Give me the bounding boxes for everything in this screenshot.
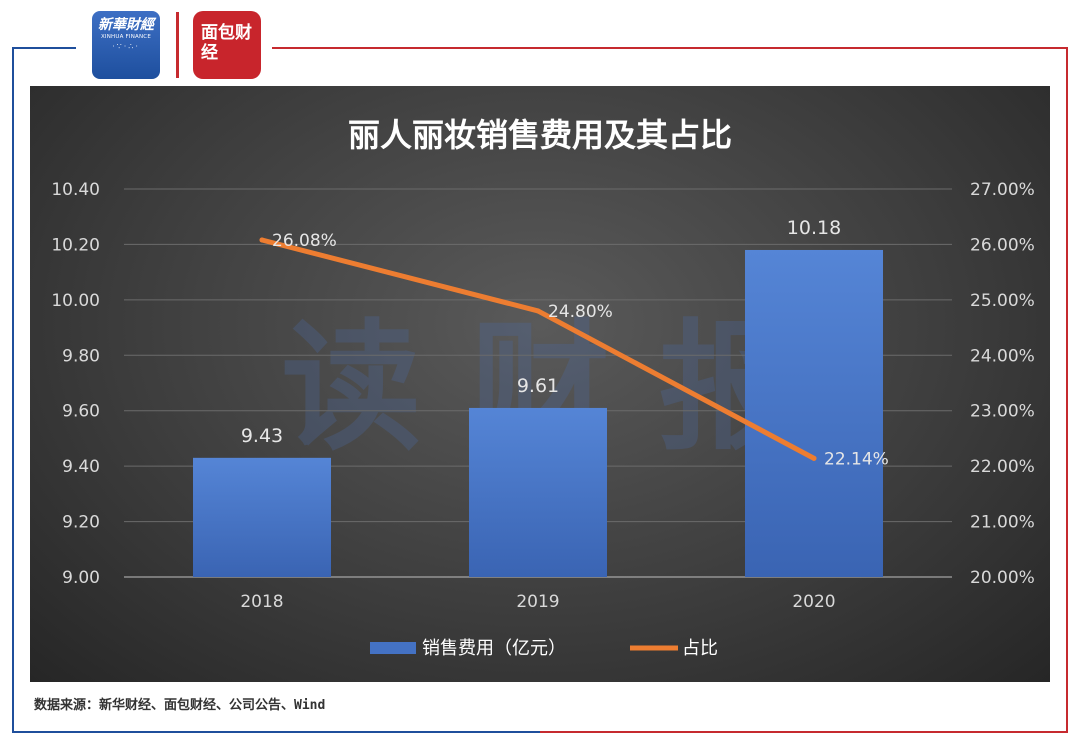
- bars-layer: 9.43 9.61 10.18: [193, 217, 883, 577]
- legend-swatch-bar: [370, 642, 416, 654]
- y-left-tick-label: 10.40: [51, 180, 100, 200]
- legend-label-line: 占比: [682, 638, 718, 659]
- y-left-tick-label: 9.60: [62, 402, 100, 422]
- frame-line-left: [12, 47, 14, 733]
- chart-panel: 读 财 报 丽人丽妆销售费用及其占比 9.00 9.20 9.40 9.60 9.80 1…: [30, 86, 1050, 682]
- bar: [193, 457, 331, 577]
- y-left-tick-label: 9.00: [62, 568, 100, 588]
- frame-line-top-right: [272, 47, 1068, 49]
- x-tick-label: 2019: [516, 592, 559, 612]
- right-axis: 20.00% 21.00% 22.00% 23.00% 24.00% 25.00% 26.0…: [970, 180, 1035, 588]
- bar-data-label: 10.18: [787, 217, 841, 239]
- chart-svg: 读 财 报 丽人丽妆销售费用及其占比 9.009.209.409.609.801…: [51, 116, 1035, 659]
- chart-title: 丽人丽妆销售费用及其占比: [348, 116, 732, 154]
- line-point: [259, 237, 265, 243]
- line-data-label: 26.08%: [272, 231, 337, 251]
- y-right-tick-label: 26.00%: [970, 235, 1035, 255]
- y-left-tick-label: 9.80: [62, 346, 100, 366]
- y-right-tick-label: 20.00%: [970, 568, 1035, 588]
- bar-data-label: 9.61: [517, 375, 559, 397]
- y-left-tick-label: 10.20: [51, 235, 100, 255]
- line-data-label: 24.80%: [548, 302, 613, 322]
- y-right-tick-label: 25.00%: [970, 291, 1035, 311]
- y-right-tick-label: 21.00%: [970, 513, 1035, 533]
- frame-line-top-left: [12, 47, 76, 49]
- bar: [745, 249, 883, 577]
- left-axis: 9.00 9.20 9.40 9.60 9.80 10.00 10.20 10.40: [51, 180, 100, 588]
- y-right-tick-label: 23.00%: [970, 402, 1035, 422]
- line-point: [811, 455, 817, 461]
- line-point: [535, 308, 541, 314]
- frame-line-right: [1066, 47, 1068, 733]
- x-tick-label: 2018: [240, 592, 283, 612]
- y-left-tick-label: 9.20: [62, 513, 100, 533]
- line-data-label: 22.14%: [824, 449, 889, 469]
- y-right-tick-label: 24.00%: [970, 346, 1035, 366]
- bar: [469, 407, 607, 577]
- xinhua-logo-subtitle: XINHUA FINANCE: [100, 34, 152, 40]
- xinhua-logo-name: 新華財經: [98, 17, 154, 33]
- y-left-tick-label: 10.00: [51, 291, 100, 311]
- bar-data-label: 9.43: [241, 425, 283, 447]
- xinhua-logo-dots: ·∵·∴·: [112, 42, 140, 51]
- frame-line-bottom-right: [540, 731, 1068, 733]
- y-right-tick-label: 27.00%: [970, 180, 1035, 200]
- xinhua-finance-logo: 新華財經 XINHUA FINANCE ·∵·∴·: [92, 11, 160, 79]
- line-layer: 26.08% 24.80% 22.14%: [259, 231, 889, 469]
- x-tick-label: 2020: [792, 592, 835, 612]
- legend: 销售费用（亿元） 占比: [370, 638, 718, 659]
- y-left-tick-label: 9.40: [62, 457, 100, 477]
- source-note: 数据来源：新华财经、面包财经、公司公告、Wind: [34, 698, 326, 713]
- logo-separator: [176, 12, 179, 78]
- mianbao-logo-name: 面包财经: [201, 23, 252, 63]
- x-axis: 2018 2019 2020: [240, 592, 835, 612]
- frame-line-bottom-left: [12, 731, 540, 733]
- y-right-tick-label: 22.00%: [970, 457, 1035, 477]
- mianbao-finance-logo: 面包财经: [193, 11, 261, 79]
- legend-label-bar: 销售费用（亿元）: [422, 638, 566, 659]
